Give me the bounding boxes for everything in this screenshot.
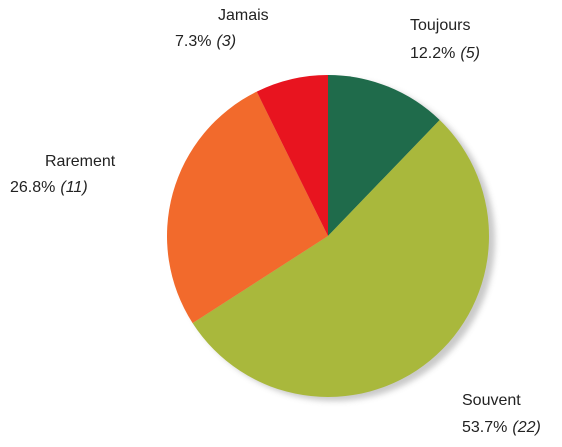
pie-slice (256, 75, 328, 236)
slice-name: Rarement (45, 153, 116, 170)
slice-label: 53.7% (22) (462, 419, 541, 436)
pie-slice (192, 120, 490, 397)
slice-name: Toujours (410, 17, 470, 34)
value-label: 12.2% (410, 45, 455, 62)
value-label: 53.7% (462, 419, 507, 436)
value-label: 7.3% (175, 33, 211, 50)
slice-label: 12.2% (5) (410, 45, 480, 62)
pie-slice (328, 75, 440, 236)
count-label: (22) (512, 419, 540, 436)
pie-slice (167, 91, 328, 324)
slice-name: Souvent (462, 392, 521, 409)
count-label: (5) (460, 45, 480, 62)
value-label: 26.8% (10, 179, 55, 196)
count-label: (3) (216, 33, 236, 50)
count-label: (11) (60, 179, 87, 196)
slice-name: Jamais (218, 7, 269, 24)
slice-label: 26.8% (11) (10, 179, 88, 196)
slice-label: 7.3% (3) (175, 33, 236, 50)
